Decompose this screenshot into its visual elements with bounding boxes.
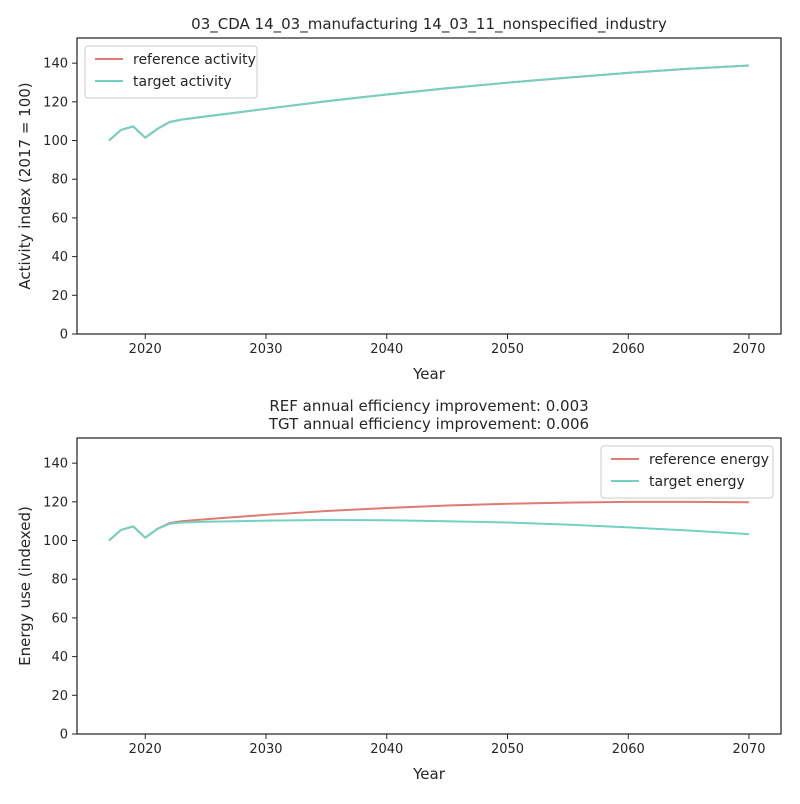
y-tick-label: 140: [43, 57, 68, 72]
x-axis-label: Year: [412, 765, 446, 783]
x-tick-label: 2040: [370, 342, 403, 357]
y-tick-label: 0: [60, 328, 68, 343]
x-tick-label: 2060: [612, 742, 645, 757]
x-tick-label: 2020: [129, 342, 162, 357]
legend-label-reference-activity: reference activity: [133, 52, 256, 68]
x-tick-label: 2040: [370, 742, 403, 757]
y-tick-label: 60: [51, 211, 68, 226]
legend-box: [84, 45, 258, 99]
x-tick-label: 2030: [249, 742, 282, 757]
y-axis-label: Activity index (2017 = 100): [16, 82, 34, 289]
plot-frame: [76, 437, 782, 735]
y-tick-label: 140: [43, 457, 68, 472]
x-tick-label: 2070: [732, 742, 765, 757]
y-tick-label: 20: [51, 289, 68, 304]
x-axis-label: Year: [412, 365, 446, 383]
y-tick-label: 80: [51, 173, 68, 188]
y-tick-label: 80: [51, 573, 68, 588]
chart-panel-2: 2020 2030 2040 2050 2060 20700204060801001201…: [16, 397, 782, 783]
chart-title-line-1: REF annual efficiency improvement: 0.003: [269, 397, 588, 415]
y-tick-label: 40: [51, 250, 68, 265]
y-tick-label: 100: [43, 134, 68, 149]
y-axis-label: Energy use (indexed): [16, 506, 34, 666]
y-tick-label: 0: [60, 728, 68, 743]
y-tick-label: 60: [51, 611, 68, 626]
series-line-target-energy: [108, 519, 750, 542]
series-line-target-activity: [108, 64, 750, 142]
x-tick-label: 2070: [732, 342, 765, 357]
legend-label-reference-energy: reference energy: [649, 452, 769, 468]
y-tick-label: 120: [43, 95, 68, 110]
plot-frame: [76, 37, 782, 335]
chart-title: 03_CDA 14_03_manufacturing 14_03_11_nons…: [191, 15, 667, 34]
x-tick-label: 2060: [612, 342, 645, 357]
y-tick-label: 120: [43, 495, 68, 510]
legend-label-target-energy: target energy: [649, 474, 745, 490]
chart-panel-1: 2020 2030 2040 2050 2060 20700204060801001201…: [16, 15, 782, 383]
y-tick-label: 40: [51, 650, 68, 665]
legend-box: [600, 445, 774, 499]
y-tick-label: 20: [51, 689, 68, 704]
x-tick-label: 2030: [249, 342, 282, 357]
x-tick-label: 2050: [491, 342, 524, 357]
y-tick-label: 100: [43, 534, 68, 549]
legend-label-target-activity: target activity: [133, 74, 232, 90]
x-tick-label: 2050: [491, 742, 524, 757]
chart-title-line-2: TGT annual efficiency improvement: 0.006: [268, 415, 589, 433]
x-tick-label: 2020: [129, 742, 162, 757]
